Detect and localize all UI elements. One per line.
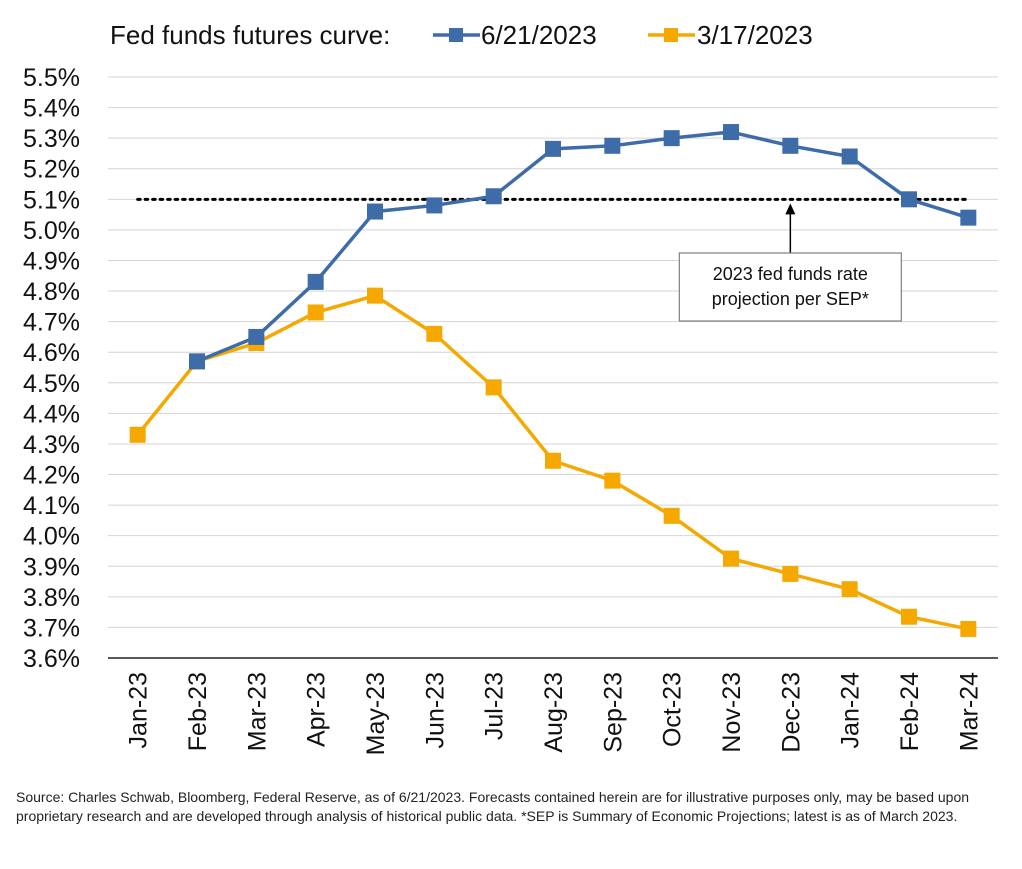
series-line-6-21-2023 xyxy=(196,130,969,364)
x-tick-label: Apr-23 xyxy=(303,672,331,747)
y-tick-label: 3.8% xyxy=(23,584,80,612)
y-tick-label: 4.0% xyxy=(23,523,80,551)
x-tick-label: Sep-23 xyxy=(599,672,627,753)
series-layer xyxy=(129,124,977,637)
x-tick-label: May-23 xyxy=(362,672,390,755)
x-tick-label: Jan-24 xyxy=(837,672,865,749)
x-axis-tick-labels: Jan-23 Feb-23 Mar-23 Apr-23 May-23 Jun-23 Jul-… xyxy=(125,672,984,755)
data-point-6-21-2023 xyxy=(663,130,680,147)
legend: Fed funds futures curve: 6/21/2023 3/17/… xyxy=(110,20,813,50)
line-chart: 5.5% 5.4%5.3% 5.2%5.1% 5.0%4.9% 4.8% 4.7%4.6%… xyxy=(23,20,998,755)
x-tick-label: Mar-23 xyxy=(243,672,271,751)
data-point-3-17-2023 xyxy=(129,426,146,443)
y-tick-label: 5.3% xyxy=(23,125,80,153)
data-point-3-17-2023 xyxy=(545,452,561,469)
x-tick-label: Nov-23 xyxy=(718,672,746,753)
y-tick-label: 5.5% xyxy=(23,64,80,92)
data-point-6-21-2023 xyxy=(485,188,502,205)
x-tick-label: Mar-24 xyxy=(955,672,983,751)
data-point-3-17-2023 xyxy=(485,379,502,396)
sep-annotation: 2023 fed funds rate projection per SEP* xyxy=(678,203,902,322)
source-footnote: Source: Charles Schwab, Bloomberg, Feder… xyxy=(16,789,970,824)
legend-item-6-21-2023: 6/21/2023 xyxy=(433,20,597,50)
y-tick-label: 3.7% xyxy=(23,614,80,642)
data-point-6-21-2023 xyxy=(604,137,621,154)
data-point-3-17-2023 xyxy=(901,608,917,625)
data-point-3-17-2023 xyxy=(960,620,977,637)
data-point-6-21-2023 xyxy=(782,137,799,154)
data-point-3-17-2023 xyxy=(663,507,680,524)
y-tick-label: 4.1% xyxy=(23,492,80,520)
y-tick-label: 3.9% xyxy=(23,553,80,581)
data-point-6-21-2023 xyxy=(189,353,205,370)
y-axis-tick-labels: 5.5% 5.4%5.3% 5.2%5.1% 5.0%4.9% 4.8% 4.7%4.6%… xyxy=(23,64,80,673)
x-tick-label: Aug-23 xyxy=(540,672,568,753)
data-point-6-21-2023 xyxy=(901,191,917,208)
y-tick-label: 4.7% xyxy=(23,309,80,337)
data-point-6-21-2023 xyxy=(723,124,739,141)
y-tick-label: 4.3% xyxy=(23,431,80,459)
y-tick-label: 4.4% xyxy=(23,400,80,428)
legend-label-6-21-2023: 6/21/2023 xyxy=(481,20,597,50)
data-point-6-21-2023 xyxy=(307,273,324,290)
data-point-3-17-2023 xyxy=(604,472,621,489)
x-tick-label: Feb-23 xyxy=(184,672,212,751)
series-6-21-2023 xyxy=(189,124,977,370)
y-tick-label: 4.2% xyxy=(23,462,80,490)
annotation-arrow-head xyxy=(785,203,796,215)
legend-title: Fed funds futures curve: xyxy=(110,20,390,50)
y-tick-label: 5.0% xyxy=(23,217,80,245)
x-tick-label: Dec-23 xyxy=(777,672,805,753)
y-tick-label: 4.5% xyxy=(23,370,80,398)
x-tick-label: Jul-23 xyxy=(481,672,509,740)
legend-label-3-17-2023: 3/17/2023 xyxy=(697,20,813,50)
data-point-3-17-2023 xyxy=(782,565,799,582)
data-point-6-21-2023 xyxy=(841,148,858,165)
legend-item-3-17-2023: 3/17/2023 xyxy=(648,20,813,50)
annotation-text-line-1: 2023 fed funds rate xyxy=(713,264,868,284)
y-tick-label: 5.2% xyxy=(23,156,80,184)
data-point-3-17-2023 xyxy=(426,325,443,342)
data-point-3-17-2023 xyxy=(723,550,739,567)
legend-swatch-marker-3-17-2023 xyxy=(664,28,678,42)
gridlines xyxy=(108,76,998,628)
x-tick-label: Jan-23 xyxy=(125,672,153,748)
data-point-3-17-2023 xyxy=(367,287,383,304)
x-tick-label: Jun-23 xyxy=(421,672,449,748)
data-point-6-21-2023 xyxy=(367,203,383,220)
data-point-6-21-2023 xyxy=(248,328,265,345)
annotation-text-line-2: projection per SEP* xyxy=(712,289,869,309)
y-tick-label: 5.1% xyxy=(23,186,80,214)
y-tick-label: 5.4% xyxy=(23,95,80,123)
annotation-box xyxy=(678,252,902,322)
data-point-6-21-2023 xyxy=(545,140,561,157)
y-tick-label: 3.6% xyxy=(23,645,80,673)
y-tick-label: 4.9% xyxy=(23,247,80,275)
legend-swatch-marker-6-21-2023 xyxy=(449,28,463,42)
y-tick-label: 4.6% xyxy=(23,339,80,367)
data-point-3-17-2023 xyxy=(841,581,858,598)
data-point-6-21-2023 xyxy=(426,197,443,214)
x-tick-label: Oct-23 xyxy=(659,672,687,747)
y-tick-label: 4.8% xyxy=(23,278,80,306)
x-tick-label: Feb-24 xyxy=(896,672,924,751)
data-point-3-17-2023 xyxy=(307,304,324,321)
data-point-6-21-2023 xyxy=(960,209,977,226)
